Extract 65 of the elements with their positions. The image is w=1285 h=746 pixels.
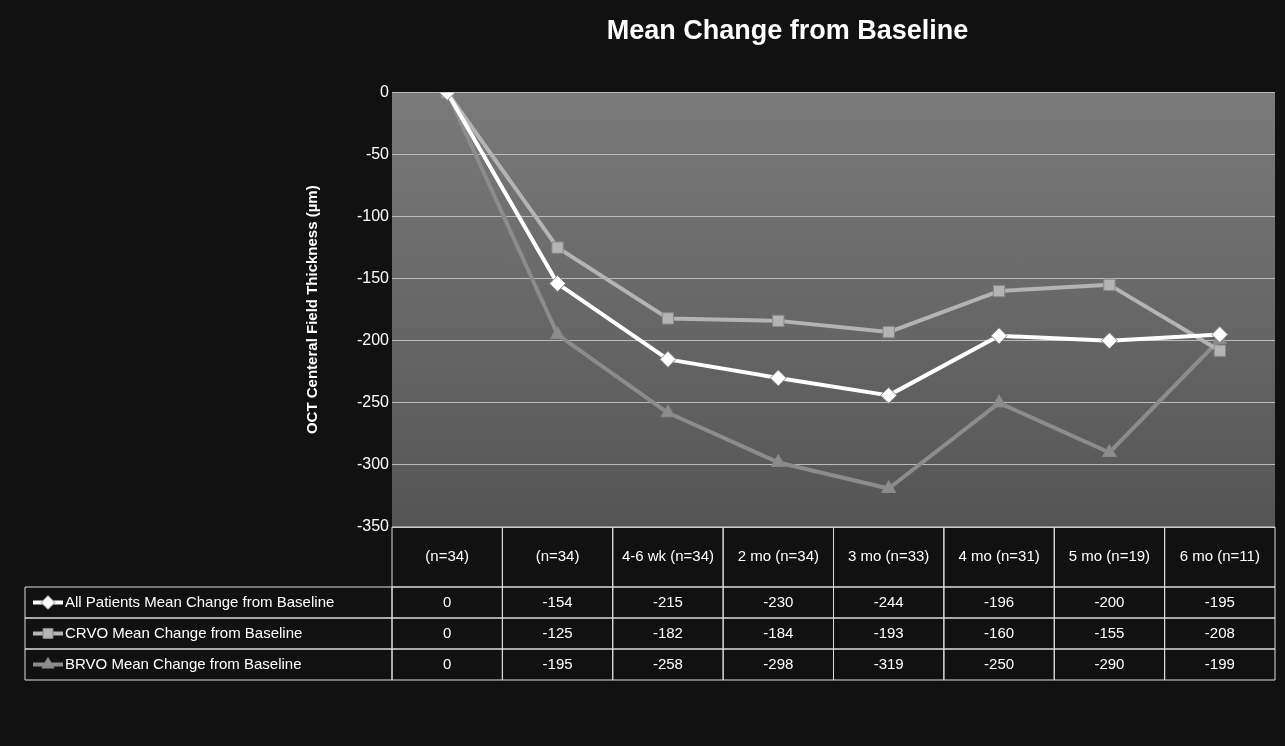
data-label: -195 — [542, 654, 573, 672]
point — [882, 325, 895, 339]
point — [1103, 278, 1116, 292]
data-label: -244 — [873, 592, 904, 610]
point — [991, 394, 1007, 408]
data-label: -230 — [763, 592, 794, 610]
data-label: -215 — [652, 592, 683, 610]
point — [881, 480, 897, 494]
data-label: -195 — [1204, 592, 1235, 610]
data-label: -154 — [542, 592, 573, 610]
data-label: -298 — [763, 654, 794, 672]
data-label: -125 — [542, 623, 573, 641]
data-label: 0 — [443, 654, 452, 672]
point — [550, 326, 565, 340]
y-tick-label: -300 — [356, 455, 390, 473]
point — [661, 312, 675, 325]
y-tick-label: -250 — [356, 393, 390, 411]
point — [660, 404, 676, 418]
legend-label: CRVO Mean Change from Baseline — [65, 623, 303, 641]
data-label: -319 — [873, 654, 904, 672]
point — [659, 350, 677, 368]
point — [880, 386, 898, 404]
data-label: -199 — [1204, 654, 1235, 672]
x-tick-label: 6 mo (n=11) — [1179, 547, 1260, 565]
data-label: -258 — [652, 654, 683, 672]
y-tick-label: -100 — [356, 206, 390, 224]
x-tick-label: 2 mo (n=34) — [737, 547, 819, 565]
data-label: -160 — [984, 623, 1015, 641]
y-axis-title: OCT Centeral Field Thickness (µm) — [303, 185, 321, 435]
point — [992, 284, 1006, 298]
point — [549, 275, 567, 293]
y-tick-label: 0 — [380, 82, 390, 100]
point — [990, 327, 1008, 345]
data-label: -200 — [1094, 592, 1125, 610]
chart-title: Mean Change from Baseline — [606, 14, 969, 45]
x-tick-label: 4 mo (n=31) — [958, 547, 1040, 565]
x-tick-label: (n=34) — [535, 547, 580, 565]
data-label: 0 — [443, 623, 452, 641]
point — [1102, 444, 1117, 457]
data-label: -182 — [652, 623, 683, 641]
point — [772, 314, 785, 328]
x-tick-label: (n=34) — [425, 547, 470, 565]
x-tick-label: 3 mo (n=33) — [848, 547, 930, 565]
data-label: -193 — [873, 623, 904, 641]
data-label: -196 — [984, 592, 1015, 610]
y-tick-label: -50 — [365, 144, 390, 162]
legend-label: BRVO Mean Change from Baseline — [65, 654, 302, 672]
point — [551, 241, 564, 254]
y-tick-label: -150 — [356, 269, 390, 287]
data-label: 0 — [443, 592, 452, 610]
point — [1213, 344, 1226, 357]
legend-label: All Patients Mean Change from Baseline — [65, 592, 335, 610]
y-tick-label: -200 — [356, 331, 390, 349]
data-label: -250 — [984, 654, 1015, 672]
point — [1100, 332, 1118, 350]
x-tick-label: 5 mo (n=19) — [1068, 547, 1151, 565]
x-tick-label: 4-6 wk (n=34) — [621, 547, 714, 565]
data-label: -208 — [1204, 623, 1235, 641]
y-tick-label: -350 — [356, 517, 390, 535]
data-label: -184 — [763, 623, 794, 641]
point — [769, 369, 787, 387]
data-label: -290 — [1094, 654, 1125, 672]
point — [1211, 326, 1229, 344]
data-label: -155 — [1094, 623, 1125, 641]
point — [770, 453, 786, 467]
